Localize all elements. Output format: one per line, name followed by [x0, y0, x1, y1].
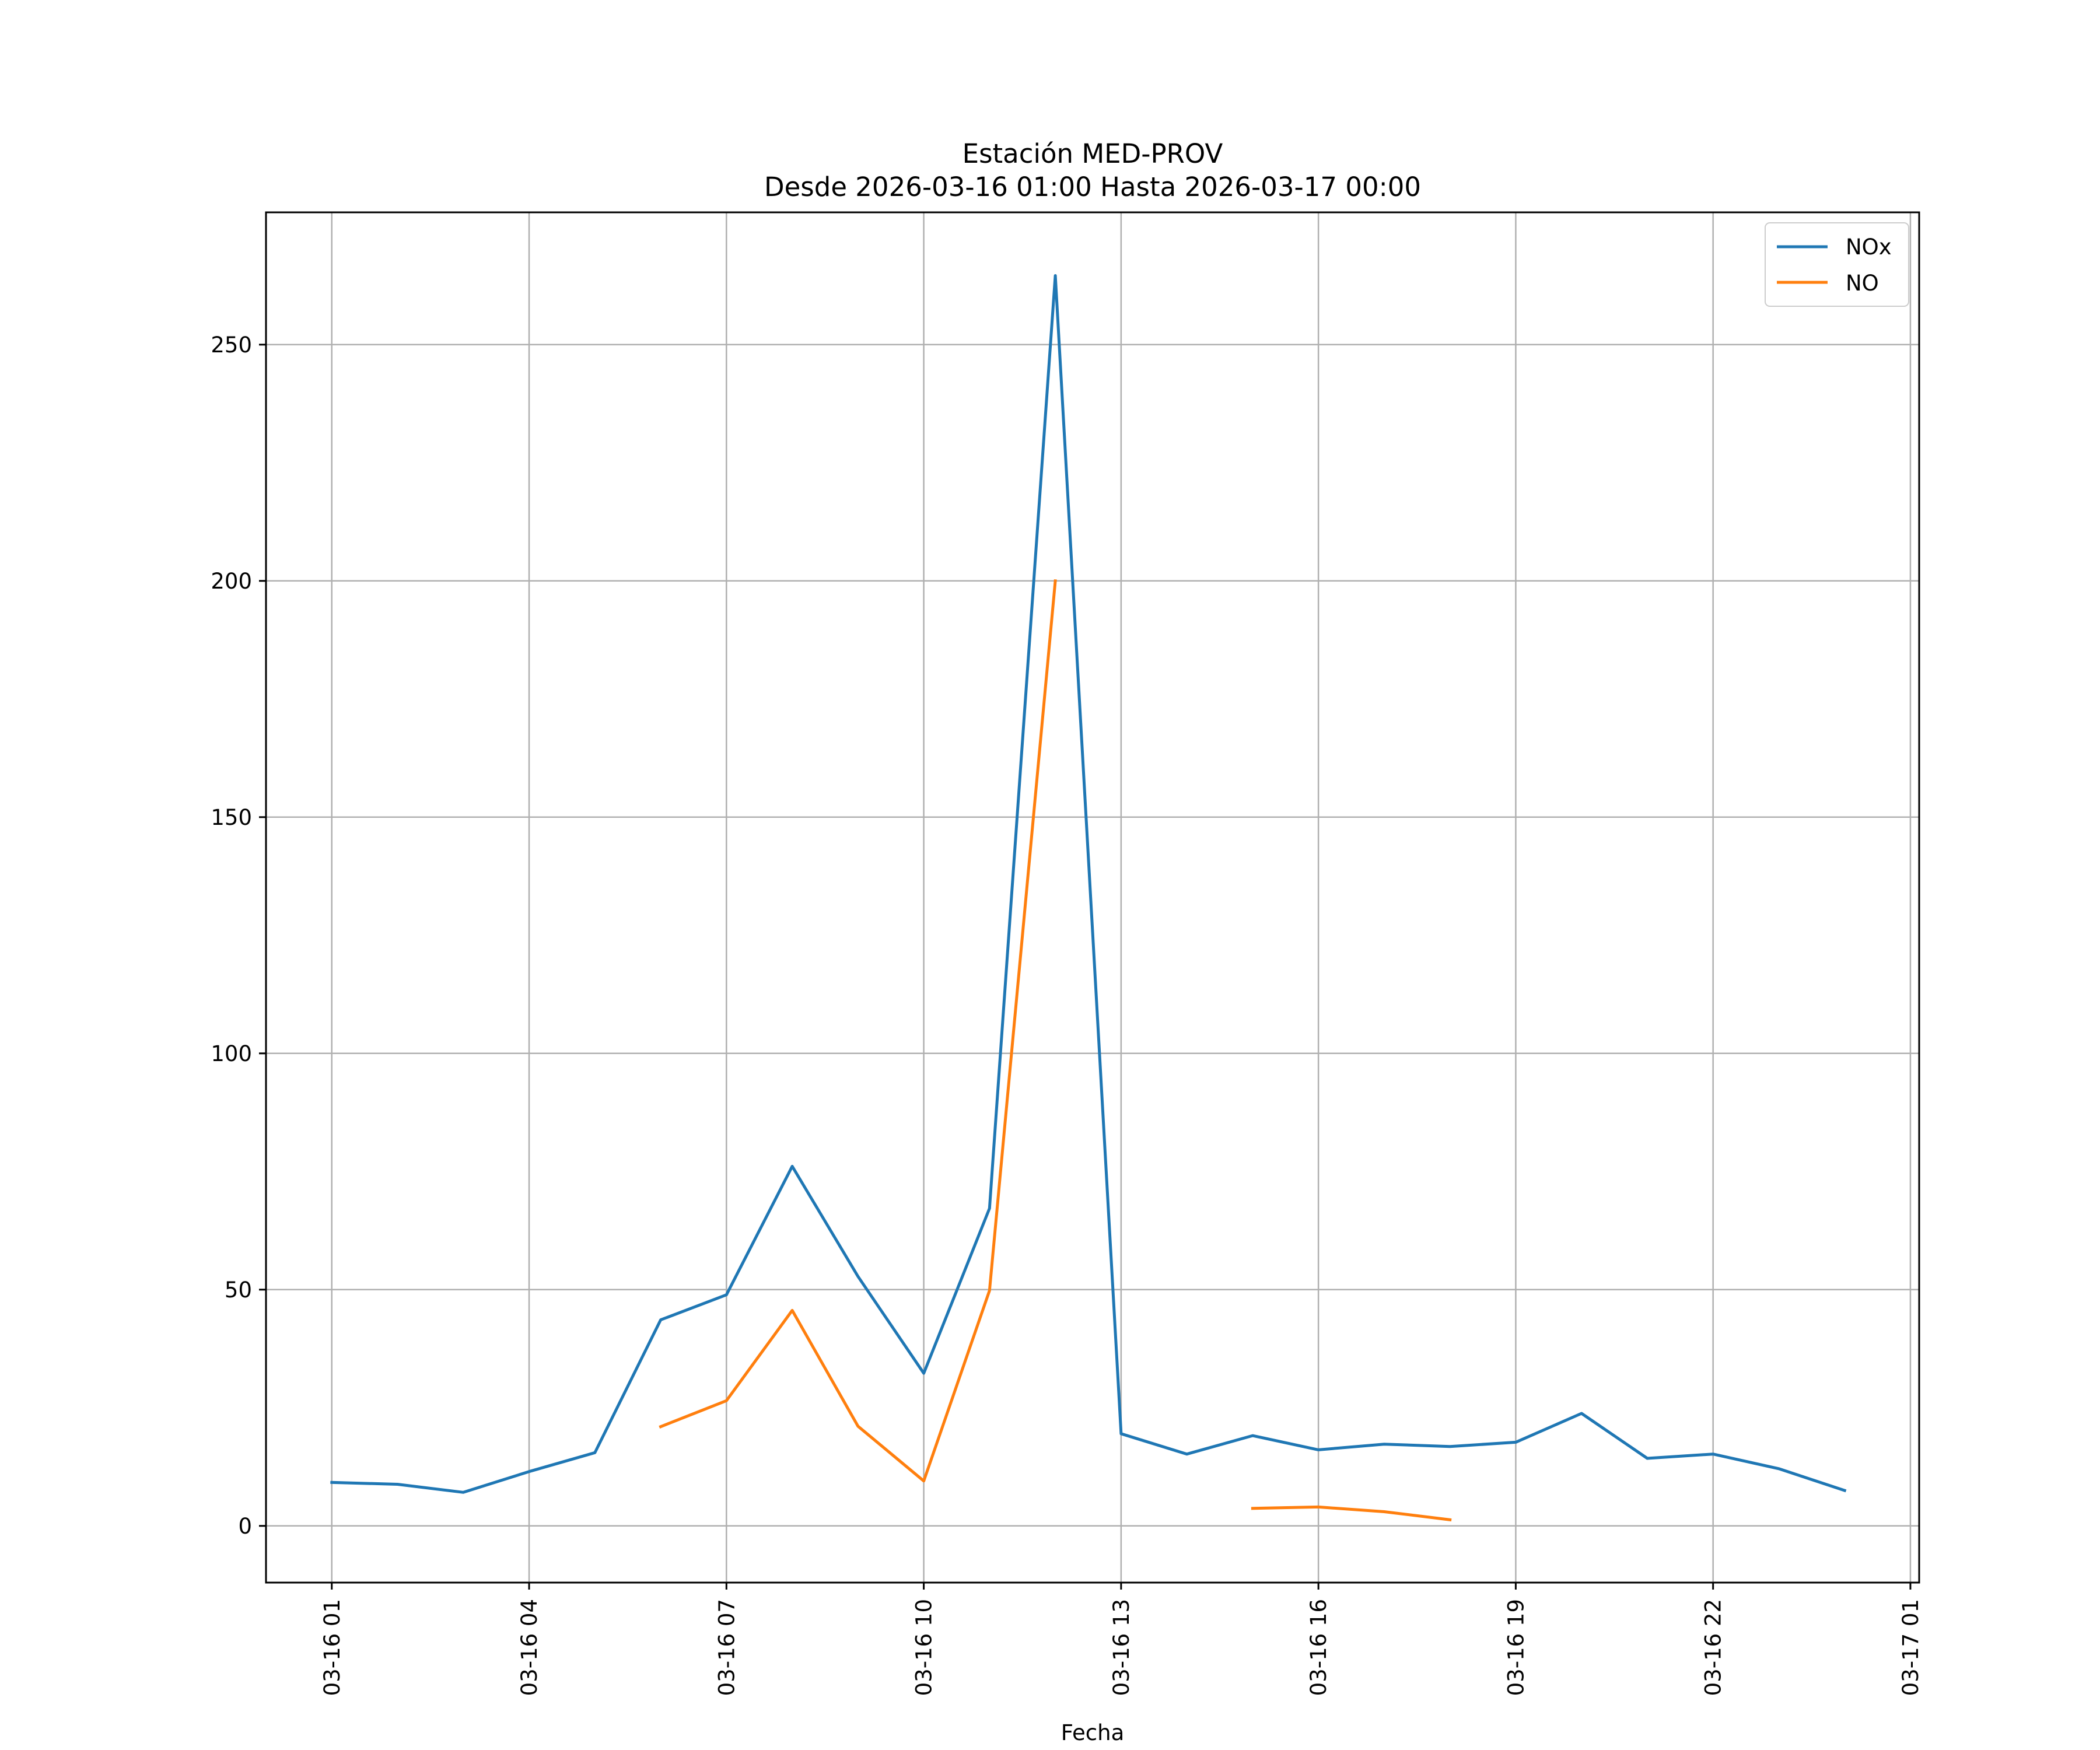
x-axis: 03-16 01 03-16 04 03-16 07 03-16 10 03-16 13… [320, 1583, 1923, 1696]
x-tick-label: 03-16 13 [1109, 1599, 1134, 1696]
series-line-nox [330, 274, 1847, 1494]
legend-label-nox: NOx [1846, 235, 1892, 260]
y-tick-label: 50 [225, 1278, 252, 1303]
y-tick-label: 200 [211, 569, 252, 594]
legend-label-no: NO [1846, 271, 1879, 296]
x-tick-label: 03-16 01 [320, 1599, 345, 1696]
series-lines [330, 274, 1847, 1522]
x-tick-label: 03-16 04 [517, 1599, 542, 1696]
legend-box [1765, 222, 1909, 307]
y-tick-label: 250 [211, 332, 252, 358]
x-tick-label: 03-17 01 [1898, 1599, 1923, 1696]
x-tick-label: 03-16 07 [714, 1599, 739, 1696]
x-tick-label: 03-16 19 [1503, 1599, 1528, 1696]
legend: NOx NO [1765, 222, 1909, 307]
series-line-no [659, 579, 1057, 1483]
chart-title: Estación MED-PROV [963, 138, 1223, 169]
x-tick-label: 03-16 10 [912, 1599, 937, 1696]
y-tick-label: 0 [238, 1514, 252, 1539]
y-tick-label: 100 [211, 1041, 252, 1066]
x-tick-label: 03-16 16 [1306, 1599, 1331, 1696]
chart-subtitle: Desde 2026-03-16 01:00 Hasta 2026-03-17 … [764, 172, 1421, 202]
x-tick-label: 03-16 22 [1701, 1599, 1726, 1696]
x-axis-label: Fecha [1061, 1720, 1125, 1745]
plot-frame [265, 211, 1920, 1584]
series-line-no [1251, 1505, 1452, 1522]
y-axis: 0 50 100 150 200 250 [211, 332, 266, 1539]
grid [266, 212, 1919, 1583]
y-tick-label: 150 [211, 805, 252, 830]
